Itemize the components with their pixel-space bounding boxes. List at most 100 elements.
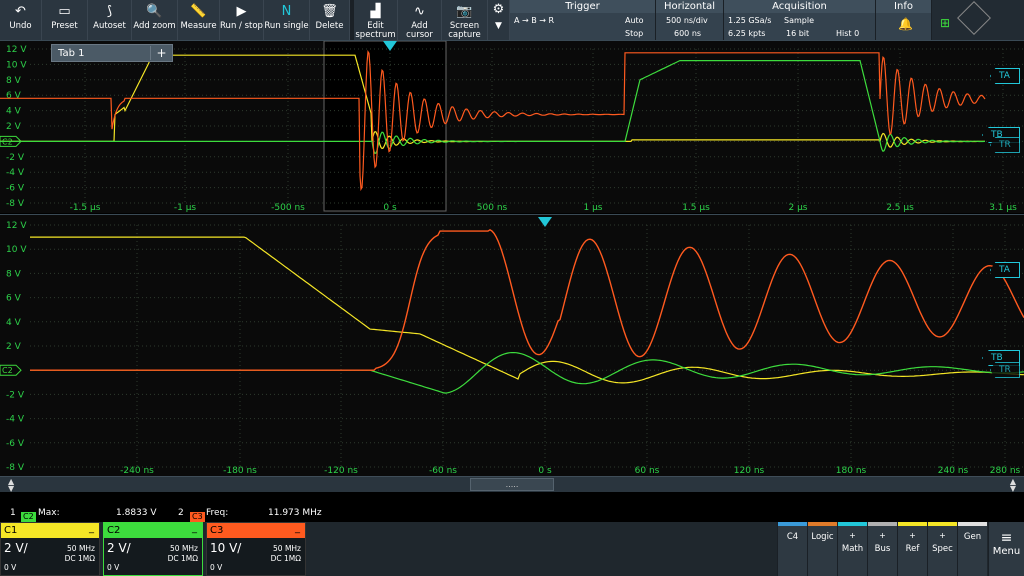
upper-y-label: -6 V — [6, 184, 25, 194]
channel-c1-offset: 0 V — [4, 563, 17, 572]
logic-color-bar — [808, 522, 837, 526]
ref-button[interactable]: + Ref — [897, 522, 927, 576]
add-zoom-button[interactable]: 🔍 Add zoom — [132, 0, 178, 40]
channel-c1-minimize-icon[interactable]: _ — [89, 523, 94, 534]
channel-c1-settings: 50 MHz DC 1MΩ — [65, 544, 95, 564]
tab-1[interactable]: Tab 1 + — [51, 44, 173, 62]
c1-waveform-lower — [30, 236, 1024, 384]
delete-button[interactable]: 🗑 Delete — [310, 0, 350, 40]
c4-button[interactable]: C4 — [777, 522, 807, 576]
upper-x-label: 1.5 µs — [682, 203, 710, 213]
c4-color-bar — [778, 522, 807, 526]
channel-c3-header: C3 _ — [207, 523, 305, 538]
brand-logo-icon — [957, 1, 991, 35]
horizontal-scale: 500 ns/div — [666, 16, 708, 25]
lower-c2-marker-label: C2 — [2, 366, 13, 375]
spec-button[interactable]: + Spec — [927, 522, 957, 576]
network-icon: ⊞ — [940, 16, 951, 30]
undo-button[interactable]: ↶ Undo — [0, 0, 42, 40]
math-plus: + — [849, 531, 856, 540]
measure-button[interactable]: 📏 Measure — [178, 0, 220, 40]
layout-splitter[interactable]: ▲ ▼ ..... ▲ ▼ — [0, 476, 1024, 493]
add-cursor-button[interactable]: ∿ Add cursor — [398, 0, 442, 40]
upper-x-label: 500 ns — [477, 203, 508, 213]
channel-c1-bandwidth: 50 MHz — [67, 544, 95, 553]
status-area: ⊞ — [932, 0, 1024, 40]
toolbar-separator — [350, 0, 354, 40]
horizontal-panel[interactable]: Horizontal 500 ns/div 600 ns — [656, 0, 724, 40]
horizontal-position: 600 ns — [674, 29, 702, 38]
gen-button[interactable]: Gen — [957, 522, 987, 576]
channel-bar: C1 _ 2 V/ 50 MHz DC 1MΩ 0 V C2 _ 2 V/ 50 MH… — [0, 522, 1024, 576]
channel-c1-scale: 2 V/ — [4, 541, 28, 555]
ruler-icon: 📏 — [190, 4, 207, 19]
math-label: Math — [841, 544, 864, 554]
upper-y-label: 10 V — [6, 60, 27, 70]
preset-button[interactable]: ▭ Preset — [42, 0, 88, 40]
channel-c2-minimize-icon[interactable]: _ — [192, 523, 197, 534]
info-title: Info — [876, 0, 931, 13]
zoom-waveform-area[interactable]: 12 V 10 V 8 V 6 V 4 V 2 V -2 V -4 V -6 V -8 V -240… — [0, 214, 1024, 476]
autoset-button[interactable]: ⟆ Autoset — [88, 0, 132, 40]
channel-c1-panel[interactable]: C1 _ 2 V/ 50 MHz DC 1MΩ 0 V — [0, 522, 100, 576]
zoom-icon: 🔍 — [146, 4, 163, 19]
run-stop-button[interactable]: ▶ Run / stop — [220, 0, 264, 40]
channel-c3-offset: 0 V — [210, 563, 223, 572]
c3-waveform-lower — [30, 228, 1024, 371]
lower-y-label: 4 V — [6, 318, 22, 328]
splitter-grip[interactable]: ..... — [470, 478, 554, 491]
gen-label: Gen — [963, 532, 982, 542]
lower-y-label: -6 V — [6, 439, 25, 449]
menu-button[interactable]: ≡ Menu — [988, 522, 1024, 576]
c3-waveform-upper — [0, 50, 986, 192]
math-button[interactable]: + Math — [837, 522, 867, 576]
measurement-results: 1 C2 Max: 1.8833 V 2 C3 Freq: 11.973 MHz — [0, 504, 600, 522]
flag-tr-lower[interactable]: TR — [990, 362, 1020, 378]
undo-label: Undo — [9, 21, 32, 31]
channel-c2-panel[interactable]: C2 _ 2 V/ 50 MHz DC 1MΩ 0 V — [103, 522, 203, 576]
bus-button[interactable]: + Bus — [867, 522, 897, 576]
lower-x-label: 180 ns — [836, 466, 867, 476]
single-icon: N — [281, 4, 292, 19]
lower-y-label: -2 V — [6, 390, 25, 400]
collapse-arrows-right-icon[interactable]: ▲ ▼ — [1009, 477, 1016, 493]
run-single-button[interactable]: N Run single — [264, 0, 310, 40]
trigger-panel[interactable]: Trigger A → B → R Auto Stop — [510, 0, 656, 40]
trigger-source: A → B → R — [514, 16, 555, 25]
collapse-arrows-left-icon[interactable]: ▲ ▼ — [8, 477, 15, 493]
flag-ta-lower[interactable]: TA — [990, 262, 1020, 278]
edit-spectrum-button[interactable]: ▟ Edit spectrum — [354, 0, 398, 40]
channel-c3-minimize-icon[interactable]: _ — [295, 523, 300, 534]
zoom-waveform-svg[interactable]: 12 V 10 V 8 V 6 V 4 V 2 V -2 V -4 V -6 V -8 V -240… — [0, 215, 1024, 477]
channel-c3-coupling: DC 1MΩ — [270, 554, 301, 563]
lower-x-label: 120 ns — [734, 466, 765, 476]
spec-plus: + — [939, 531, 946, 540]
lower-x-label: 0 s — [538, 466, 552, 476]
channel-c3-panel[interactable]: C3 _ 10 V/ 50 MHz DC 1MΩ 0 V — [206, 522, 306, 576]
channel-c3-scale: 10 V/ — [210, 541, 242, 555]
acquisition-panel[interactable]: Acquisition 1.25 GSa/s Sample 6.25 kpts … — [724, 0, 876, 40]
acquisition-mode: Sample — [784, 16, 814, 25]
dropdown-icon: ▼ — [495, 21, 502, 31]
upper-x-label: 2.5 µs — [886, 203, 914, 213]
upper-waveform-svg[interactable]: 12 V 10 V 8 V 6 V 4 V 2 V -2 V -4 V -6 V -8 V -1.5… — [0, 41, 1024, 214]
add-tab-button[interactable]: + — [150, 46, 172, 60]
gen-color-bar — [958, 522, 987, 526]
upper-waveform-area[interactable]: 12 V 10 V 8 V 6 V 4 V 2 V -2 V -4 V -6 V -8 V -1.5… — [0, 40, 1024, 213]
upper-x-label: -500 ns — [271, 203, 305, 213]
zoom-window — [323, 41, 447, 212]
c2-waveform-upper — [0, 60, 985, 155]
upper-y-label: 12 V — [6, 45, 27, 55]
logic-button[interactable]: Logic — [807, 522, 837, 576]
flag-ta-upper[interactable]: TA — [990, 68, 1020, 84]
settings-button[interactable]: ⚙ ▼ — [488, 0, 510, 40]
channel-c3-bandwidth: 50 MHz — [273, 544, 301, 553]
flag-tr-upper[interactable]: TR — [990, 137, 1020, 153]
measurement-1-index: 1 — [10, 508, 16, 518]
screen-capture-button[interactable]: 📷 Screen capture — [442, 0, 488, 40]
channel-c1-header: C1 _ — [1, 523, 99, 538]
lower-y-label: 12 V — [6, 221, 27, 231]
upper-x-label: -1.5 µs — [70, 203, 101, 213]
info-panel[interactable]: Info 🔔 — [876, 0, 932, 40]
trigger-mode: Auto — [625, 16, 644, 25]
